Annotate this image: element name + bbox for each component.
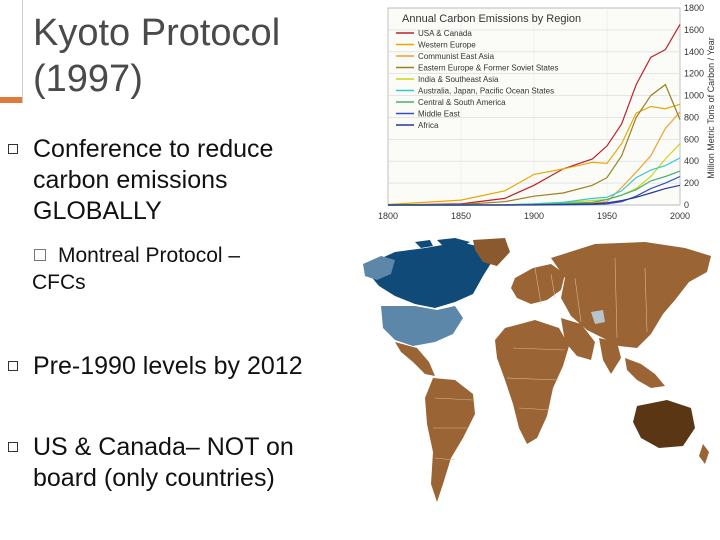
map-europe: [511, 264, 565, 304]
chart-legend-label: Australia, Japan, Pacific Ocean States: [418, 87, 554, 96]
sub-bullet-montreal: Montreal Protocol – CFCs: [32, 242, 348, 296]
chart-title: Annual Carbon Emissions by Region: [402, 13, 581, 25]
chart-y-tick-label: 1400: [684, 47, 704, 57]
bullet-square-icon: [8, 442, 18, 452]
bullet-square-icon: [8, 361, 18, 371]
chart-series-line: [388, 184, 681, 206]
chart-legend-label: Africa: [418, 121, 439, 130]
slide-title-line-2: (1997): [33, 58, 143, 100]
map-arctic-islands: [415, 238, 470, 248]
slide-title: Kyoto Protocol (1997): [33, 10, 280, 102]
map-africa: [495, 320, 569, 444]
bullet-line: carbon emissions: [33, 166, 228, 194]
chart-y-tick-label: 200: [684, 178, 699, 188]
chart-x-tick-label: 1950: [597, 211, 617, 221]
map-usa-region: [381, 306, 463, 346]
map-southeast-asia: [625, 358, 665, 388]
map-central-asia-patch: [591, 310, 605, 324]
chart-y-tick-label: 600: [684, 134, 699, 144]
title-accent-bar: [0, 0, 23, 103]
slide-title-line-1: Kyoto Protocol: [33, 12, 281, 54]
map-canada-region: [369, 242, 493, 308]
chart-y-tick-label: 400: [684, 156, 699, 166]
bullet-line: GLOBALLY: [33, 197, 162, 225]
bullet-conference: Conference to reduce carbon emissions GL…: [33, 134, 363, 227]
chart-y-tick-label: 1000: [684, 91, 704, 101]
chart-series-line: [387, 24, 681, 206]
bullet-us-canada: US & Canada– NOT on board (only countrie…: [33, 432, 363, 494]
chart-legend-label: Middle East: [418, 110, 461, 119]
chart-x-tick-label: 1800: [378, 211, 398, 221]
chart-legend-label: Western Europe: [418, 41, 476, 50]
map-south-america: [425, 378, 475, 502]
title-accent-tick: [0, 97, 22, 103]
map-asia: [551, 242, 711, 348]
map-alaska-region: [363, 256, 395, 280]
chart-y-tick-label: 1200: [684, 69, 704, 79]
bullet-line: US & Canada– NOT on: [33, 433, 294, 461]
bullet-line: Conference to reduce: [33, 135, 274, 163]
sub-bullet-line: CFCs: [32, 271, 86, 294]
chart-x-tick-label: 1850: [451, 211, 471, 221]
bullet-square-icon: [8, 144, 18, 154]
chart-legend-label: Central & South America: [418, 98, 506, 107]
chart-x-tick-label: 2000: [670, 211, 690, 221]
map-central-america: [395, 342, 435, 376]
bullet-pre-1990: Pre-1990 levels by 2012: [33, 351, 363, 382]
chart-series-line: [387, 83, 681, 206]
map-borders: [433, 257, 648, 461]
map-india: [599, 338, 621, 374]
map-middle-east: [561, 318, 595, 360]
chart-legend-label: Eastern Europe & Former Soviet States: [418, 64, 559, 73]
bullet-line: Pre-1990 levels by 2012: [33, 352, 303, 380]
chart-y-tick-label: 1600: [684, 25, 704, 35]
chart-y-tick-label: 1800: [684, 3, 704, 13]
emissions-chart: 0 200 400 600 800 1000 1200 1400 1600 1800 1800 185…: [368, 0, 720, 225]
sub-bullet-square-icon: [34, 249, 46, 261]
world-map-image: [363, 238, 711, 502]
chart-legend-label: USA & Canada: [418, 29, 472, 38]
sub-bullet-line: Montreal Protocol –: [58, 244, 241, 267]
chart-legend-label: Communist East Asia: [418, 52, 495, 61]
map-australia: [633, 400, 695, 448]
chart-legend-label: India & Southeast Asia: [418, 75, 499, 84]
emissions-chart-svg: 0 200 400 600 800 1000 1200 1400 1600 1800 1800 185…: [378, 3, 716, 221]
chart-y-tick-label: 0: [684, 200, 689, 210]
bullet-line: board (only countries): [33, 464, 275, 492]
chart-x-tick-label: 1900: [524, 211, 544, 221]
chart-y-axis-label: Million Metric Tons of Carbon / Year: [706, 37, 716, 178]
chart-series-line: [387, 103, 681, 206]
map-new-zealand: [699, 444, 709, 464]
map-greenland: [473, 238, 510, 266]
kyoto-world-map: [355, 238, 717, 510]
chart-y-tick-label: 800: [684, 112, 699, 122]
